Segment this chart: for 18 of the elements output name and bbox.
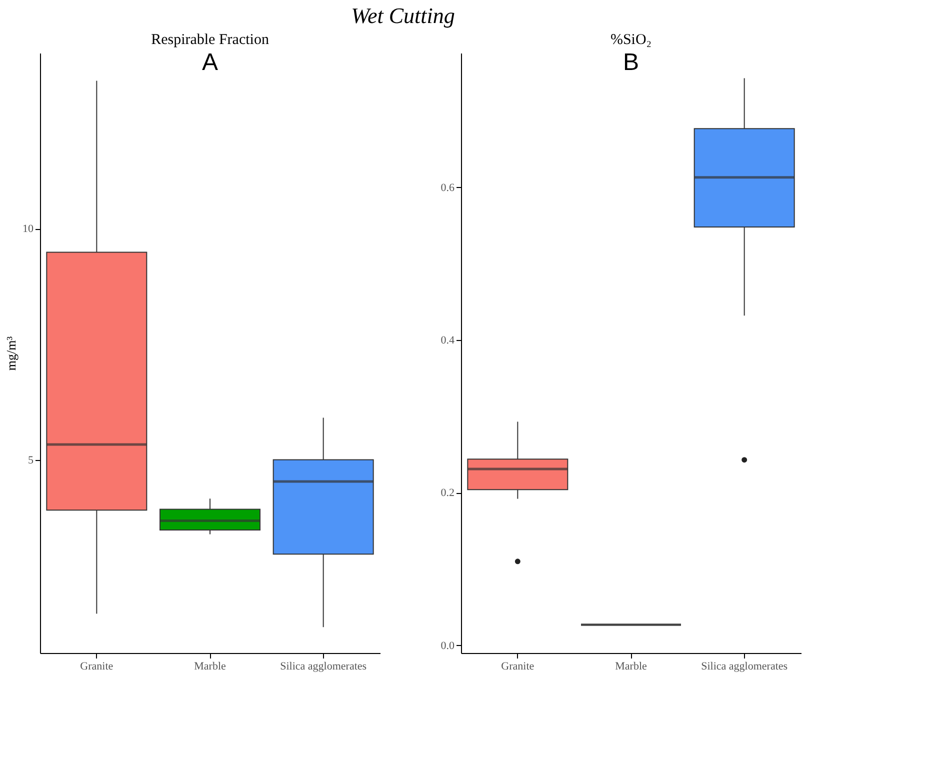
- text: Wet Cutting: [351, 3, 455, 28]
- x-tick-label: Marble: [615, 660, 647, 672]
- y-tick-label: 0.6: [440, 182, 455, 194]
- x-tick-label: Granite: [501, 660, 534, 672]
- y-tick-label: 5: [28, 454, 34, 466]
- chart-title: Respirable Fraction: [151, 32, 270, 48]
- x-tick-label: Silica agglomerates: [280, 660, 367, 672]
- y-tick-label: 0.4: [440, 334, 455, 347]
- y-axis-title: mg/m³: [4, 336, 18, 371]
- chart-title: %SiO₂: [610, 32, 652, 48]
- annotation: B: [622, 49, 640, 76]
- y-tick-label: 10: [22, 223, 34, 236]
- x-tick-label: Granite: [80, 660, 114, 672]
- x-tick-label: Silica agglomerates: [701, 660, 788, 672]
- x-tick-label: Marble: [194, 660, 226, 672]
- annotation: A: [202, 49, 218, 76]
- y-tick-label: 0.2: [440, 487, 454, 500]
- y-tick-label: 0.0: [440, 640, 455, 652]
